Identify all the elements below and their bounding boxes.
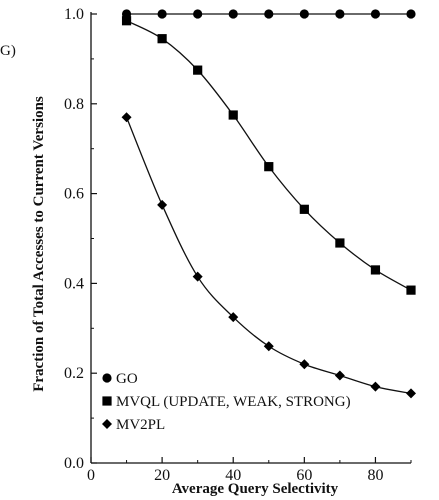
data-point [370, 381, 381, 392]
clipped-text: G) [0, 43, 16, 59]
data-point [370, 9, 381, 19]
y-tick-label: 0.4 [64, 275, 84, 292]
data-point [228, 312, 239, 323]
x-tick-label: 40 [225, 467, 241, 484]
series-line [126, 20, 412, 291]
ticks: 0.0 0.2 0.4 0.6 0.8 1.0 0 20 40 60 80 [64, 6, 412, 484]
data-point [121, 112, 132, 123]
x-tick-label: 0 [87, 467, 95, 484]
y-tick-label: 1.0 [64, 6, 84, 23]
data-point [157, 34, 167, 44]
x-tick-label: 60 [296, 467, 312, 484]
data-point [299, 9, 309, 19]
data-point [193, 65, 203, 75]
data-point [157, 9, 167, 19]
data-point [228, 9, 238, 19]
legend-marker [102, 419, 112, 429]
x-tick-label: 80 [367, 467, 383, 484]
y-tick-label: 0.8 [64, 96, 84, 113]
y-axis-title: Fraction of Total Accesses to Current Ve… [31, 96, 47, 392]
data-point [406, 9, 416, 19]
series-line [125, 117, 412, 395]
data-point [192, 271, 203, 282]
series-layer [121, 9, 416, 399]
data-point [263, 341, 274, 352]
series-diamond [121, 112, 416, 399]
series-square [121, 16, 416, 295]
y-tick-label: 0.6 [64, 186, 84, 203]
x-axis-title: Average Query Selectivity [172, 481, 339, 497]
data-point [334, 370, 345, 381]
data-point [370, 265, 381, 275]
x-tick-label: 20 [154, 467, 170, 484]
data-point [299, 359, 310, 370]
data-point [228, 110, 238, 120]
legend-marker [102, 373, 112, 383]
data-point [193, 9, 203, 19]
legend-label: GO [116, 371, 138, 387]
data-point [335, 9, 345, 19]
data-point [264, 9, 274, 19]
data-point [264, 162, 274, 172]
data-point [121, 16, 132, 26]
data-point [406, 388, 416, 399]
data-point [335, 238, 345, 248]
y-tick-label: 0.0 [64, 455, 84, 472]
data-point [406, 285, 416, 295]
legend: GO MVQL (UPDATE, WEAK, STRONG) MV2PL [102, 371, 351, 433]
legend-label: MV2PL [116, 417, 165, 433]
y-tick-label: 0.2 [64, 365, 84, 382]
legend-marker [102, 396, 112, 406]
data-point [157, 199, 168, 210]
data-point [299, 204, 309, 214]
series-circle [121, 9, 416, 19]
axes [90, 12, 411, 464]
legend-label: MVQL (UPDATE, WEAK, STRONG) [116, 394, 351, 410]
